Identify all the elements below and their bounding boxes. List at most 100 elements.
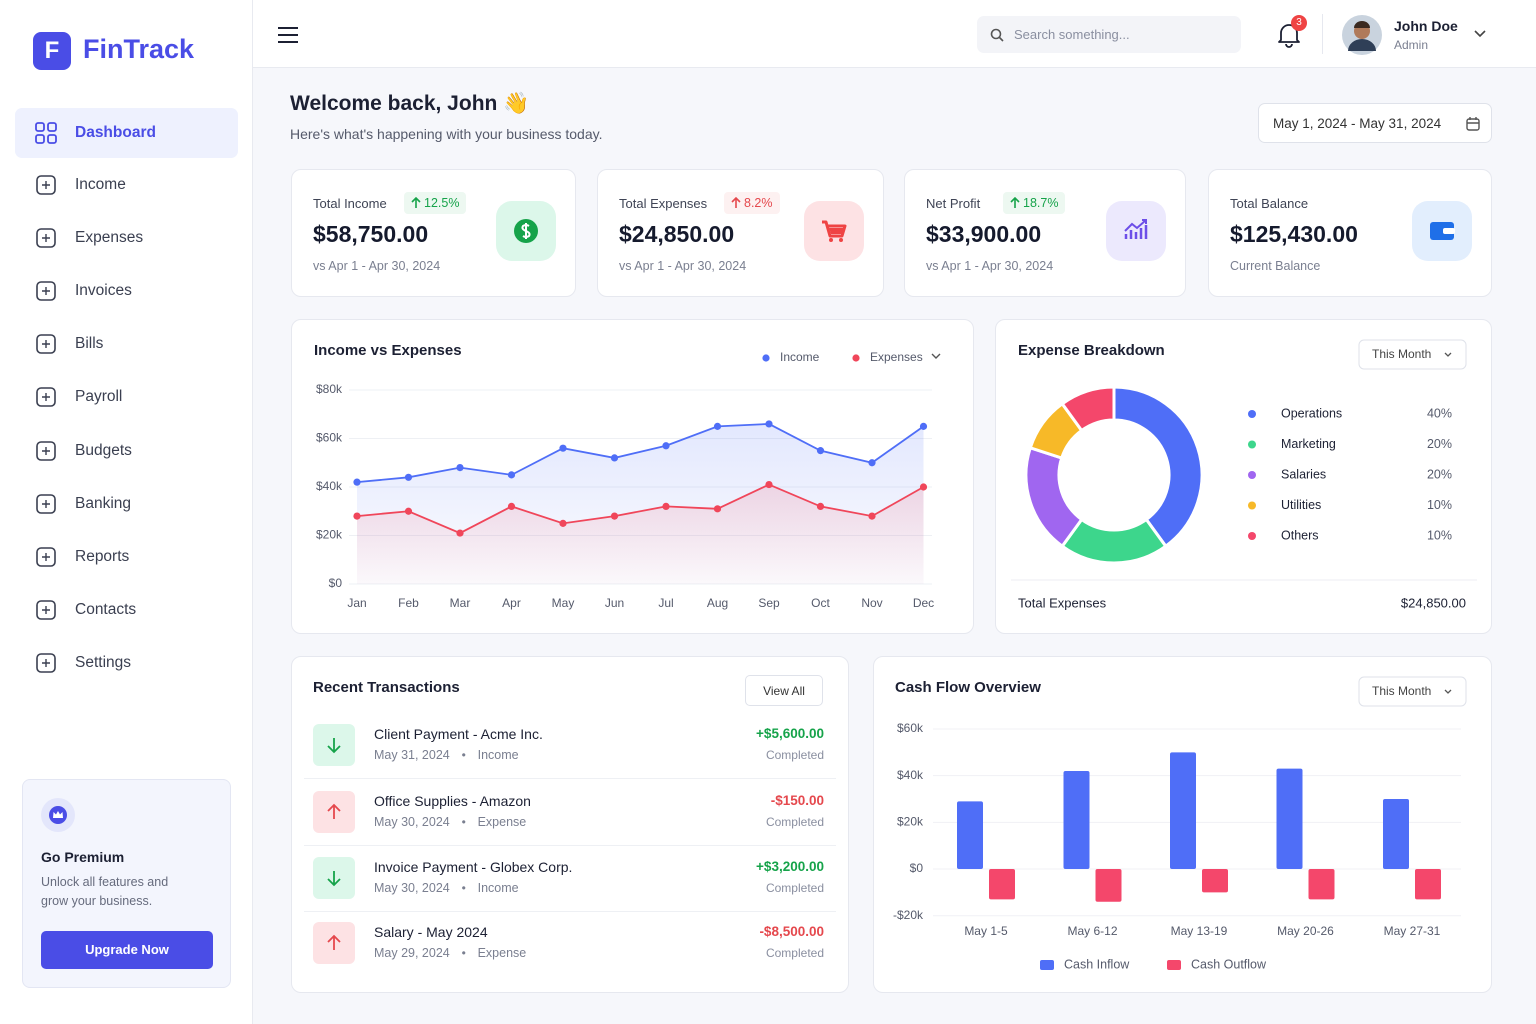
transaction-row[interactable]: Office Supplies - Amazon May 30, 2024 • Exp… bbox=[292, 790, 848, 850]
nav-icon bbox=[35, 122, 57, 144]
stat-card: Total Balance $125,430.00 Current Balance bbox=[1208, 169, 1492, 297]
transaction-row[interactable]: Salary - May 2024 May 29, 2024 • Expense -$8… bbox=[292, 921, 848, 981]
x-tick-label: Aug bbox=[707, 596, 728, 610]
brand-name: FinTrack bbox=[83, 34, 195, 64]
view-all-button[interactable]: View All bbox=[745, 675, 823, 706]
pie-slice bbox=[1024, 445, 1084, 549]
legend-label: Others bbox=[1281, 528, 1319, 542]
point bbox=[868, 459, 876, 467]
nav-item[interactable]: Payroll bbox=[15, 372, 238, 422]
legend-marker bbox=[762, 354, 770, 362]
nav-item[interactable]: Invoices bbox=[15, 266, 238, 316]
y-tick-label: -$20k bbox=[893, 908, 924, 922]
point bbox=[765, 420, 773, 428]
point bbox=[610, 454, 619, 462]
row-divider bbox=[304, 911, 836, 912]
transaction-status: Completed bbox=[765, 748, 824, 762]
nav-label: Invoices bbox=[75, 282, 132, 299]
point bbox=[713, 505, 722, 513]
nav-icon bbox=[36, 653, 56, 673]
stat-icon bbox=[1106, 201, 1166, 261]
avatar[interactable] bbox=[1342, 15, 1382, 55]
legend-label: Expenses bbox=[870, 350, 923, 364]
upgrade-button[interactable]: Upgrade Now bbox=[41, 931, 213, 969]
bar bbox=[989, 869, 1015, 900]
dropdown-chevron bbox=[1444, 352, 1452, 357]
pie-slice bbox=[1112, 385, 1204, 549]
welcome-title: Welcome back, John 👋 bbox=[290, 92, 530, 115]
stat-icon bbox=[496, 201, 556, 261]
stat-value: $58,750.00 bbox=[313, 221, 429, 247]
period-dropdown[interactable] bbox=[1358, 676, 1467, 707]
stat-label: Total Expenses bbox=[619, 196, 708, 211]
y-tick-label: $0 bbox=[910, 861, 924, 875]
user-role: Admin bbox=[1394, 38, 1429, 52]
chart-title: Income vs Expenses bbox=[314, 342, 462, 359]
nav-label: Budgets bbox=[75, 442, 132, 459]
point bbox=[816, 447, 825, 455]
period-dropdown[interactable] bbox=[1358, 339, 1467, 370]
stat-label: Total Income bbox=[313, 196, 387, 211]
nav-item[interactable]: Reports bbox=[15, 532, 238, 582]
date-range-picker[interactable]: May 1, 2024 - May 31, 2024 bbox=[1258, 103, 1492, 143]
nav-item[interactable]: Bills bbox=[15, 319, 238, 369]
search-box[interactable]: Search something... bbox=[977, 16, 1241, 53]
bar bbox=[1170, 752, 1196, 870]
welcome-subtitle: Here's what's happening with your busine… bbox=[290, 126, 603, 142]
transaction-icon bbox=[313, 791, 355, 833]
date-range: May 1, 2024 - May 31, 2024 bbox=[1273, 116, 1442, 131]
nav-item[interactable]: Banking bbox=[15, 479, 238, 529]
legend-value: 10% bbox=[1427, 498, 1452, 512]
legend-marker bbox=[852, 354, 860, 362]
bar bbox=[1095, 869, 1122, 902]
sidebar: F FinTrack Dashboard Income Expenses Invoic… bbox=[0, 0, 253, 1024]
user-name: John Doe bbox=[1394, 18, 1458, 34]
x-tick-label: Nov bbox=[861, 596, 882, 610]
y-tick-label: $40k bbox=[316, 479, 343, 493]
separator-dot: • bbox=[461, 881, 466, 895]
x-tick-label: Jun bbox=[605, 596, 624, 610]
total-value: $24,850.00 bbox=[1401, 595, 1466, 610]
transactions-card: Recent Transactions View All Client Paym… bbox=[291, 656, 849, 993]
y-tick-label: $60k bbox=[316, 431, 343, 445]
nav-item[interactable]: Income bbox=[15, 160, 238, 210]
stat-value: $24,850.00 bbox=[619, 221, 735, 247]
user-chevron[interactable] bbox=[1474, 30, 1486, 38]
nav-item[interactable]: Expenses bbox=[15, 213, 238, 263]
menu-icon[interactable] bbox=[277, 25, 299, 45]
stat-change: 12.5% bbox=[404, 192, 467, 214]
legend-marker bbox=[1248, 501, 1256, 510]
legend-chevron[interactable] bbox=[931, 353, 941, 359]
nav-label: Expenses bbox=[75, 229, 144, 246]
point bbox=[713, 422, 722, 430]
separator-dot: • bbox=[461, 946, 466, 960]
period-label: This Month bbox=[1372, 347, 1431, 361]
transaction-name: Invoice Payment - Globex Corp. bbox=[374, 859, 573, 875]
transaction-row[interactable]: Invoice Payment - Globex Corp. May 30, 20… bbox=[292, 856, 848, 916]
premium-text: Unlock all features and grow your busine… bbox=[41, 875, 169, 908]
nav-item[interactable]: Contacts bbox=[15, 585, 238, 635]
logo: F bbox=[33, 32, 71, 70]
point bbox=[559, 444, 567, 452]
transaction-date: May 30, 2024 bbox=[374, 881, 450, 895]
legend-marker bbox=[1248, 471, 1256, 479]
transaction-kind: Income bbox=[477, 881, 519, 895]
row-divider bbox=[304, 845, 836, 846]
nav-item[interactable]: Budgets bbox=[15, 426, 238, 476]
nav-item[interactable]: Dashboard bbox=[15, 108, 238, 158]
dropdown-chevron bbox=[1444, 689, 1452, 694]
transaction-amount: +$3,200.00 bbox=[756, 859, 824, 874]
trend-arrow bbox=[1010, 197, 1020, 208]
stat-value: $125,430.00 bbox=[1230, 221, 1358, 247]
stat-note: vs Apr 1 - Apr 30, 2024 bbox=[926, 259, 1054, 273]
x-tick-label: Sep bbox=[758, 596, 780, 610]
nav-icon bbox=[36, 387, 56, 407]
x-tick-label: Apr bbox=[502, 596, 521, 610]
point bbox=[404, 507, 413, 515]
x-tick-label: May 27-31 bbox=[1384, 924, 1441, 938]
search-icon bbox=[990, 28, 1004, 42]
nav-item[interactable]: Settings bbox=[15, 638, 238, 688]
point bbox=[816, 502, 825, 510]
transaction-row[interactable]: Client Payment - Acme Inc. May 31, 2024 • I… bbox=[292, 723, 848, 783]
